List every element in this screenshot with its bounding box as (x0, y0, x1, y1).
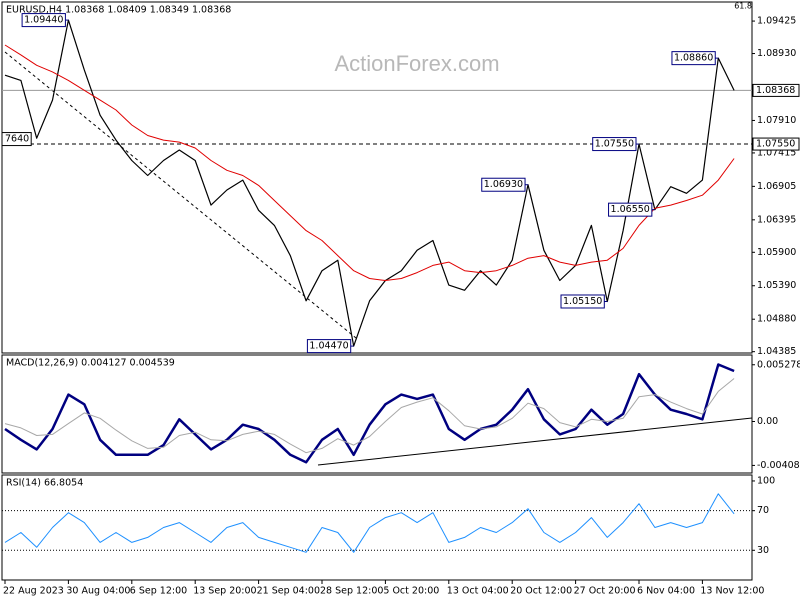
panel-frame (1, 1, 753, 354)
x-tick-label: 20 Oct 12:00 (510, 586, 572, 597)
y-tick-label: 1.06905 (757, 181, 796, 192)
annotation-label: 1.06550 (611, 204, 650, 215)
annotation-label: 1.06930 (484, 179, 523, 190)
x-tick-label: 30 Aug 04:00 (66, 586, 130, 597)
y-tick-label: 0.00 (757, 416, 778, 427)
panel-title: EURUSD,H4 1.08368 1.08409 1.08349 1.0836… (6, 5, 231, 16)
y-tick-label: 100 (757, 475, 775, 486)
y-tick-label: 1.09425 (757, 16, 796, 27)
x-tick-label: 6 Nov 04:00 (637, 586, 695, 597)
y-tick-label: 1.07910 (757, 115, 796, 126)
left-label-box (1, 132, 32, 147)
level-label-box (752, 83, 800, 97)
y-tick-label: 1.04385 (757, 346, 796, 357)
x-tick-label: 27 Oct 20:00 (574, 586, 636, 597)
y-tick-label: 1.05390 (757, 280, 796, 291)
watermark: ActionForex.com (334, 51, 499, 76)
level-label-box (752, 137, 800, 151)
x-tick-label: 13 Sep 20:00 (193, 586, 256, 597)
annotation-label: 1.05150 (563, 296, 602, 307)
corner-label: 61.8 (734, 2, 752, 11)
annotation-label: 1.08860 (674, 53, 713, 64)
annotation-label: 1.09440 (24, 15, 63, 26)
x-tick-label: 28 Sep 12:00 (320, 586, 383, 597)
series-line (4, 363, 735, 464)
y-tick-label: 1.06395 (757, 214, 796, 225)
x-tick-label: 21 Sep 04:00 (257, 586, 320, 597)
y-tick-label: 1.08930 (757, 48, 796, 59)
y-tick-label: 30 (757, 545, 769, 556)
level-label: 1.08368 (756, 85, 795, 96)
panel-frame (1, 474, 753, 581)
series-line (4, 493, 735, 553)
level-label: 1.07550 (756, 139, 795, 150)
y-tick-label: 1.05900 (757, 247, 796, 258)
annotation-label: 1.04470 (309, 341, 348, 352)
y-tick-label: 1.07415 (757, 147, 796, 158)
x-tick-label: 6 Sep 12:00 (130, 586, 187, 597)
y-tick-label: 1.04880 (757, 314, 796, 325)
y-tick-label: 0.005278 (757, 359, 800, 370)
y-tick-label: 70 (757, 505, 769, 516)
x-tick-label: 13 Nov 12:00 (700, 586, 764, 597)
panel-title: MACD(12,26,9) 0.004127 0.004539 (6, 358, 175, 369)
macd-trendline (317, 417, 753, 466)
series-line (4, 19, 735, 347)
series-line (4, 378, 735, 454)
x-tick-label: 22 Aug 2023 (3, 586, 64, 597)
y-tick-label: -0.004087 (757, 460, 800, 471)
series-line (4, 44, 735, 281)
annotation-label: 1.07550 (595, 139, 634, 150)
x-tick-label: 5 Oct 20:00 (383, 586, 439, 597)
panel-frame (1, 354, 753, 474)
left-label: 7640 (5, 134, 29, 145)
x-tick-label: 13 Oct 04:00 (447, 586, 509, 597)
panel-title: RSI(14) 66.8054 (6, 478, 83, 489)
